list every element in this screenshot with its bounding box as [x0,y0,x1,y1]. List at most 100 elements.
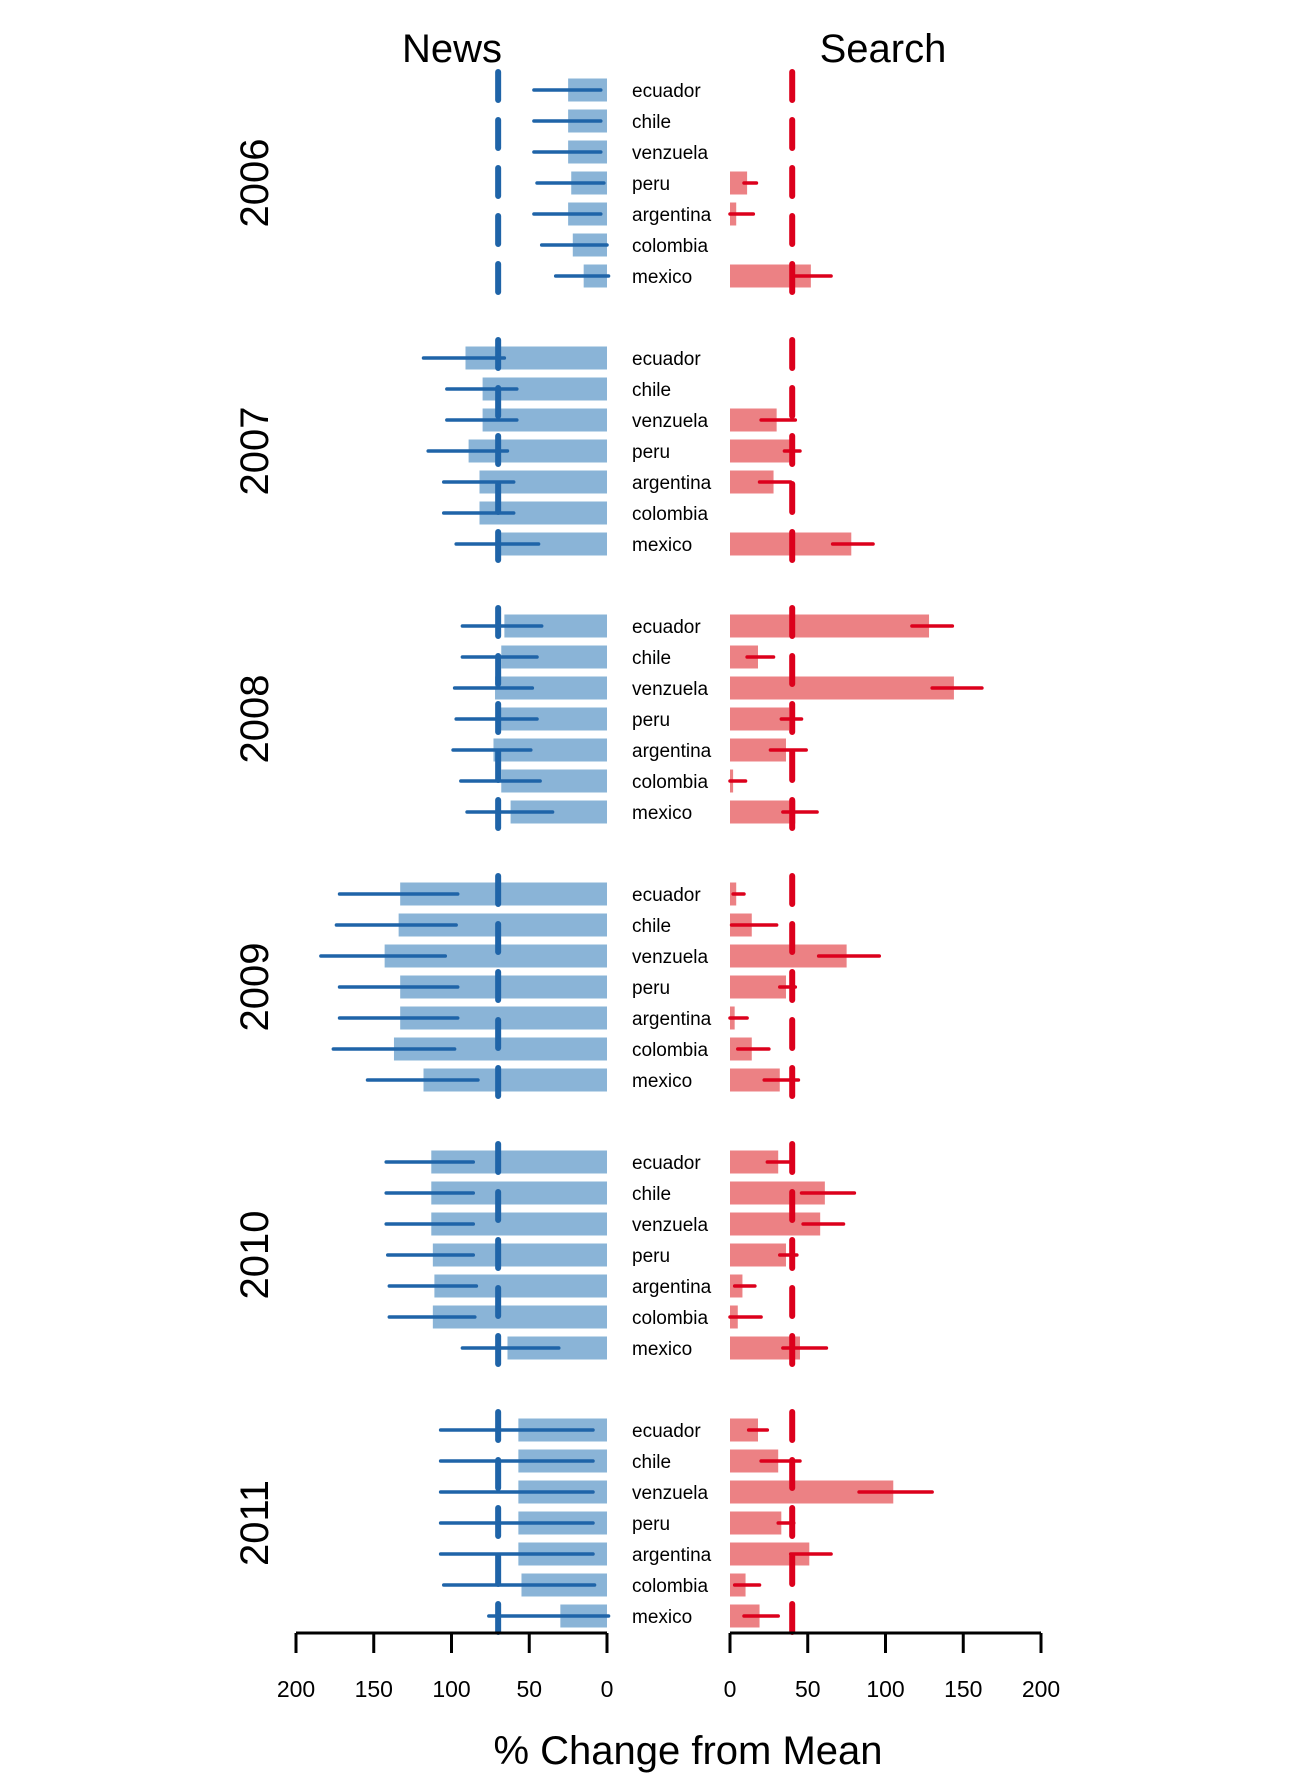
country-label-colombia: colombia [632,1576,708,1597]
country-label-peru: peru [632,1514,670,1535]
labels-layer: 2006 ecuador chile venzuela peru argentina col… [233,81,712,1628]
search-bar-2009-peru [730,975,786,999]
year-label-2011: 2011 [233,1480,277,1566]
news-bar-2007-mexico [498,532,607,556]
country-label-argentina: argentina [632,205,712,226]
country-label-mexico: mexico [632,803,692,824]
country-label-colombia: colombia [632,1040,708,1061]
country-label-mexico: mexico [632,267,692,288]
country-label-ecuador: ecuador [632,617,701,638]
search-tick-label-0: 0 [724,1676,737,1702]
news-bar-2009-peru [400,975,607,999]
search-bar-2011-ecuador [730,1418,758,1442]
search-bar-2008-mexico [730,800,796,824]
country-label-mexico: mexico [632,1607,692,1628]
news-tick-label-200: 200 [277,1676,315,1702]
country-label-peru: peru [632,978,670,999]
country-label-venzuela: venzuela [632,1215,708,1236]
country-label-peru: peru [632,1246,670,1267]
news-bar-2009-ecuador [400,882,607,906]
panel-title-search: Search [820,27,947,71]
year-label-2006: 2006 [233,139,277,228]
search-bar-2009-mexico [730,1068,780,1092]
search-bar-2007-argentina [730,470,774,494]
search-bar-2006-peru [730,171,748,195]
search-bar-2011-peru [730,1511,782,1535]
search-bar-2008-ecuador [730,614,930,638]
search-bar-2010-venzuela [730,1212,821,1236]
country-label-ecuador: ecuador [632,349,701,370]
search-bar-2010-ecuador [730,1150,779,1174]
country-label-argentina: argentina [632,741,712,762]
news-bar-2008-peru [498,707,607,731]
x-axis-title: % Change from Mean [493,1729,882,1773]
country-label-venzuela: venzuela [632,143,708,164]
news-bar-2010-argentina [434,1274,607,1298]
country-label-chile: chile [632,916,671,937]
year-label-2007: 2007 [233,407,277,496]
news-bar-2009-venzuela [384,944,607,968]
news-bar-2007-argentina [479,470,607,494]
news-bar-2008-venzuela [495,676,607,700]
news-bar-2010-colombia [432,1305,607,1329]
search-bar-2010-mexico [730,1336,800,1360]
country-label-colombia: colombia [632,504,708,525]
news-bar-2009-chile [398,913,607,937]
news-bar-2007-chile [482,377,607,401]
news-bar-2009-mexico [423,1068,607,1092]
country-label-mexico: mexico [632,535,692,556]
country-label-colombia: colombia [632,236,708,257]
country-label-mexico: mexico [632,1339,692,1360]
news-bar-2008-mexico [510,800,607,824]
panel-title-news: News [402,27,502,71]
news-bar-2008-chile [501,645,607,669]
news-tick-label-0: 0 [601,1676,614,1702]
country-label-colombia: colombia [632,1308,708,1329]
news-bar-2009-argentina [400,1006,607,1030]
search-tick-label-50: 50 [795,1676,821,1702]
news-tick-label-50: 50 [516,1676,542,1702]
news-bar-2008-colombia [501,769,607,793]
search-bar-2010-peru [730,1243,786,1267]
country-label-chile: chile [632,648,671,669]
country-label-ecuador: ecuador [632,1153,701,1174]
search-tick-label-100: 100 [866,1676,904,1702]
news-bar-2010-venzuela [431,1212,607,1236]
country-label-venzuela: venzuela [632,1483,708,1504]
country-label-venzuela: venzuela [632,411,708,432]
search-bar-2010-chile [730,1181,825,1205]
search-bar-2011-chile [730,1449,779,1473]
news-bar-2010-peru [432,1243,607,1267]
country-label-venzuela: venzuela [632,679,708,700]
country-label-venzuela: venzuela [632,947,708,968]
news-bar-2007-colombia [479,501,607,525]
country-label-chile: chile [632,1452,671,1473]
year-label-2010: 2010 [233,1211,277,1300]
news-bar-2007-peru [468,439,607,463]
search-bar-2008-peru [730,707,790,731]
search-bar-2011-venzuela [730,1480,894,1504]
news-tick-label-100: 100 [432,1676,470,1702]
country-label-ecuador: ecuador [632,1421,701,1442]
search-tick-label-200: 200 [1022,1676,1060,1702]
news-bar-2008-argentina [493,738,607,762]
country-label-chile: chile [632,112,671,133]
country-label-chile: chile [632,380,671,401]
news-bar-2010-ecuador [431,1150,607,1174]
news-bar-2007-venzuela [482,408,607,432]
year-label-2009: 2009 [233,943,277,1032]
news-bar-2010-chile [431,1181,607,1205]
search-bar-2007-venzuela [730,408,777,432]
bars-layer [319,69,984,1637]
country-label-argentina: argentina [632,1545,712,1566]
country-label-argentina: argentina [632,1277,712,1298]
axes-layer: 200 150 100 50 0 0 50 100 150 200 [277,1631,1060,1702]
country-label-colombia: colombia [632,772,708,793]
search-bar-2008-argentina [730,738,786,762]
search-bar-2008-chile [730,645,758,669]
country-label-chile: chile [632,1184,671,1205]
news-tick-label-150: 150 [355,1676,393,1702]
country-label-argentina: argentina [632,473,712,494]
year-label-2008: 2008 [233,675,277,764]
